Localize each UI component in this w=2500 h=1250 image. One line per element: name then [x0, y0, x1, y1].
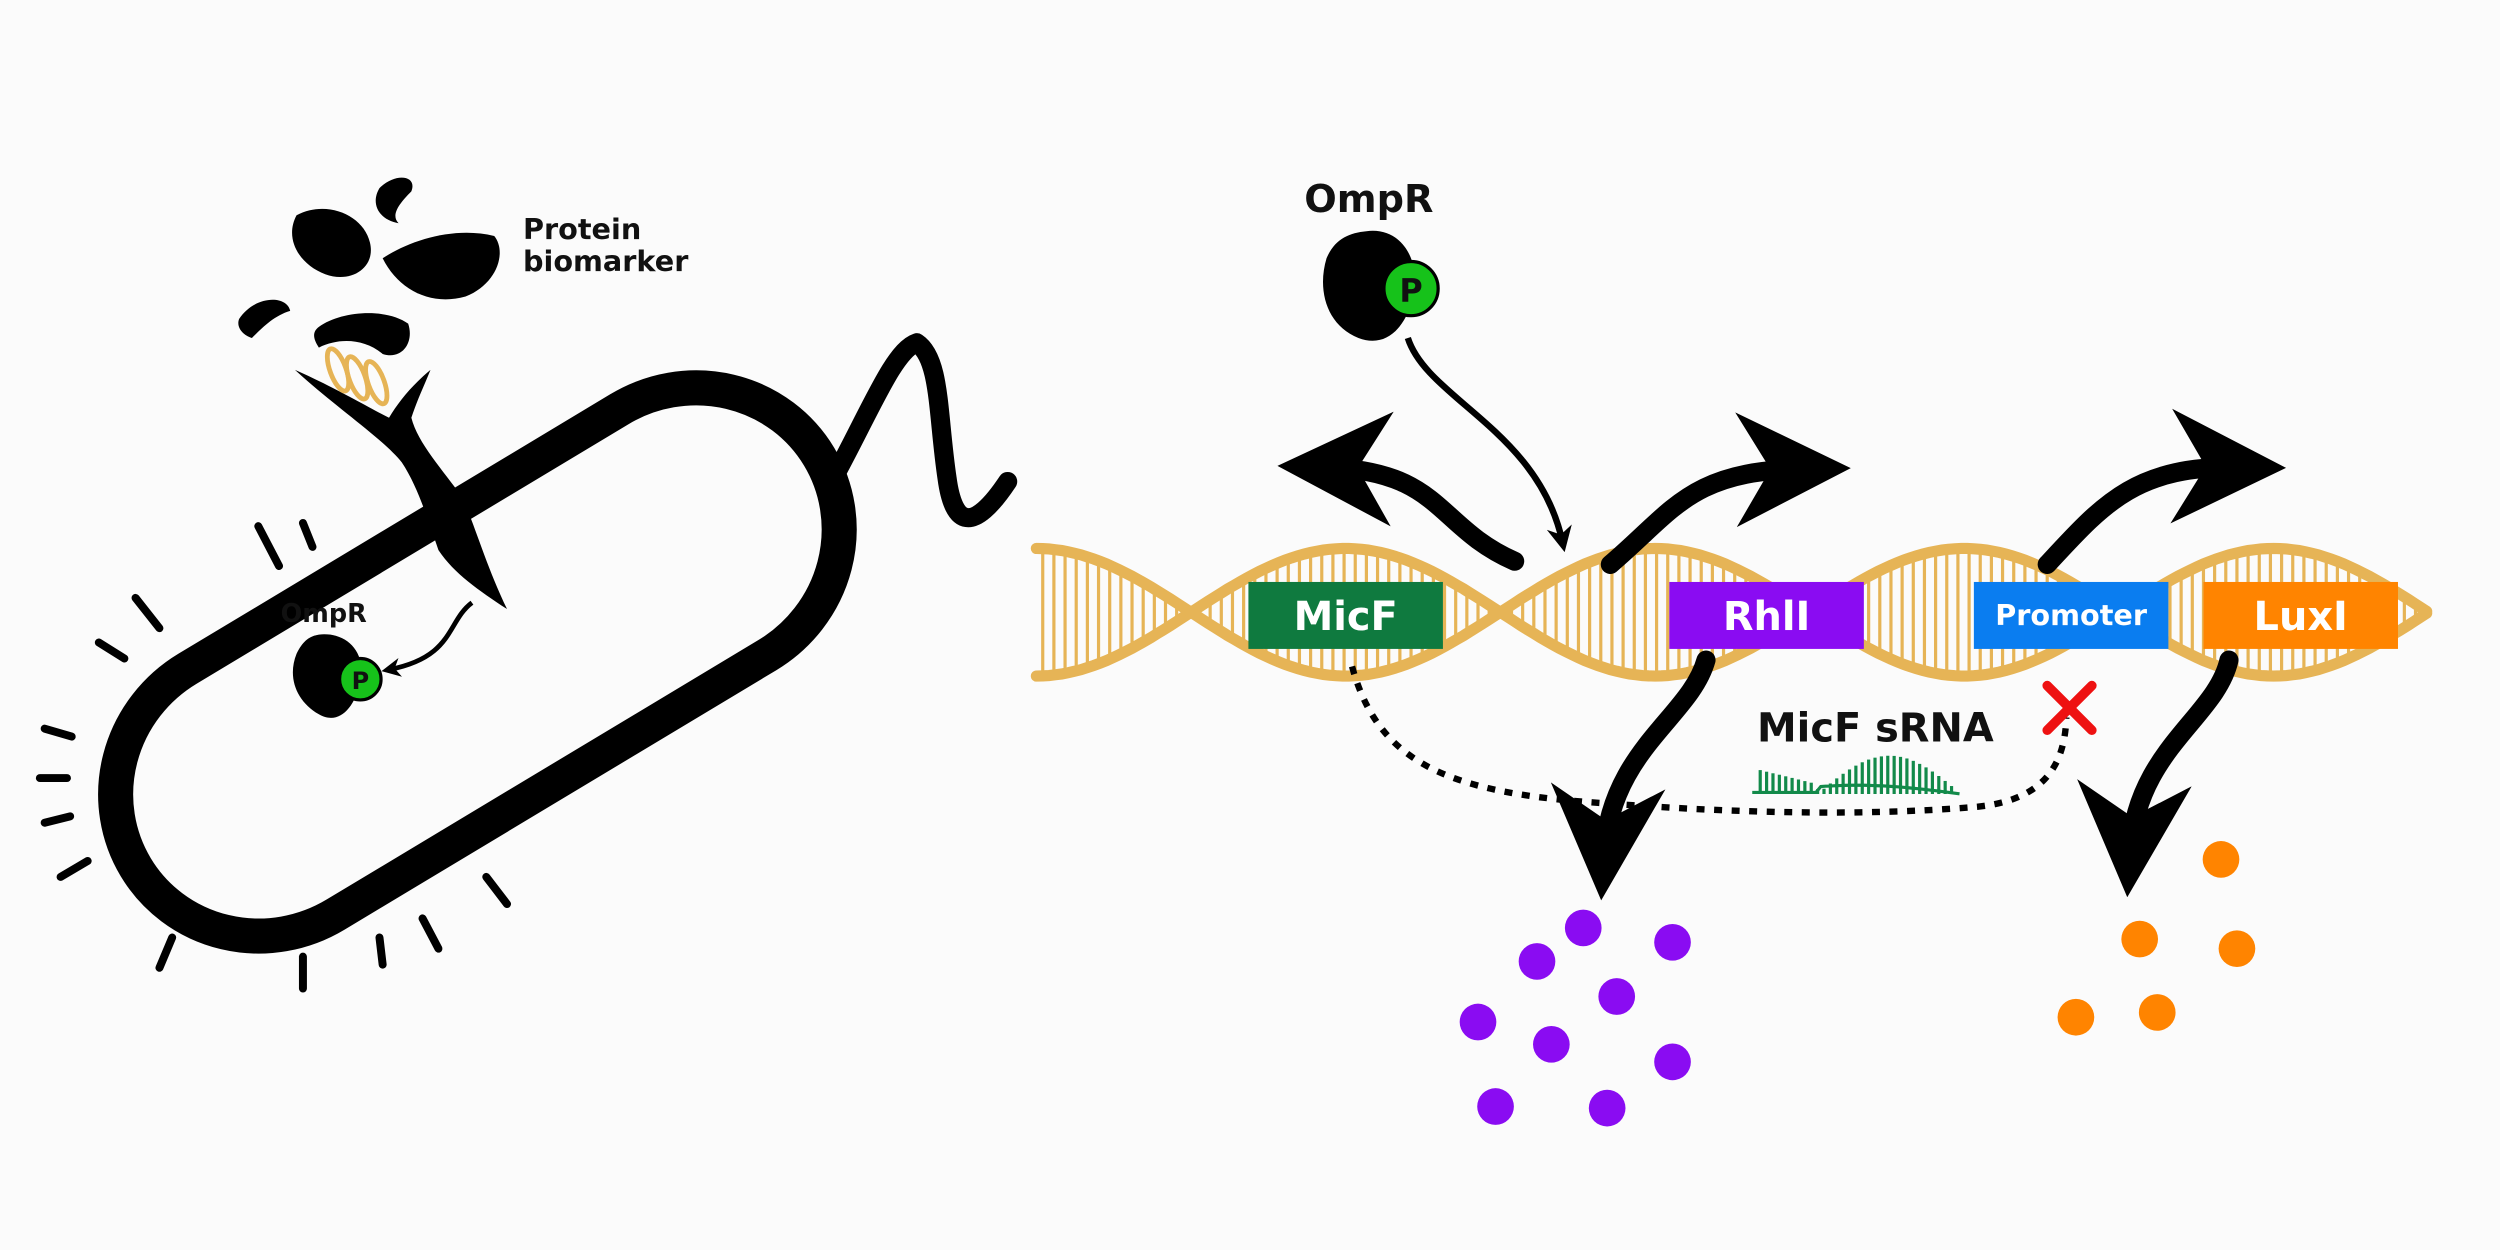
ompr-phosphate: [1382, 259, 1440, 318]
lux-product-molecule: [2138, 994, 2176, 1031]
lux-product-molecule: [2121, 920, 2159, 958]
micf-transcription-arrow: [1277, 411, 1525, 571]
gene-promoter: Promoter: [1973, 581, 2169, 649]
gene-rhli-label: RhlI: [1723, 594, 1811, 640]
internal-phosphate: [338, 656, 383, 702]
protein-biomarker: [238, 177, 500, 356]
dna-helix: [1030, 542, 2433, 682]
gene-micf-box: [1248, 581, 1443, 649]
gene-micf-label: MicF: [1294, 594, 1398, 640]
srna-label: MicF sRNA: [1757, 705, 1994, 751]
gene-micf: MicF: [1248, 581, 1443, 649]
luxi-expression-arrow: [2077, 650, 2239, 898]
internal-phosphate-label: P: [352, 667, 370, 695]
bacterium-cell: [98, 370, 857, 954]
pili: [35, 518, 512, 993]
protein-biomarker-label-line2: biomarker: [523, 244, 689, 278]
lux-product-molecules: [2057, 841, 2256, 1036]
rhli-transcription-arrow: [1600, 412, 1851, 574]
ompr-binding-arrow: [1404, 336, 1572, 553]
luxi-transcription-arrow: [2037, 408, 2287, 574]
rhl-product-molecule: [1588, 1089, 1626, 1127]
transcription-arrows: [1277, 408, 2287, 901]
biomarker-binding-site: [324, 346, 390, 407]
rhl-product-molecule: [1654, 923, 1691, 961]
gene-luxi-label: LuxI: [2254, 594, 2348, 640]
signal-arrow: [381, 600, 474, 677]
rhl-product-molecule: [1477, 1088, 1514, 1125]
ompr-protein: [1323, 230, 1416, 341]
micf-srna-glyph: [1752, 755, 1960, 796]
ompr-label: OmpR: [1304, 177, 1433, 222]
gene-luxi: LuxI: [2203, 581, 2398, 649]
protein-biomarker-label-line1: Protein: [523, 212, 641, 246]
gene-rhli-box: [1669, 581, 1864, 649]
ompr-phosphate-label: P: [1399, 271, 1422, 309]
rhl-product-molecules: [1459, 909, 1691, 1127]
membrane-receptor: [294, 369, 508, 610]
gene-promoter-box: [1973, 581, 2169, 649]
genetic-circuit: MicF RhlI Promoter LuxI OmpR P: [1030, 177, 2433, 1127]
gene-rhli: RhlI: [1669, 581, 1864, 649]
internal-ompr-label: OmpR: [281, 599, 368, 629]
rhl-product-molecule: [1533, 1025, 1570, 1063]
rhl-product-molecule: [1564, 909, 1602, 947]
rhl-product-molecule: [1598, 978, 1636, 1015]
flagellum: [819, 333, 1018, 528]
lux-product-molecule: [2218, 930, 2256, 968]
rhl-product-molecule: [1654, 1043, 1691, 1081]
rhl-product-molecule: [1459, 1003, 1497, 1041]
rhl-product-molecule: [1518, 943, 1556, 980]
repression-x-icon: [2042, 680, 2097, 736]
micf-srna-repression-path: [1348, 665, 2070, 816]
rhli-expression-arrow: [1550, 650, 1716, 901]
bacterium: Protein biomarker OmpR P: [35, 177, 1018, 993]
gene-luxi-box: [2203, 581, 2398, 649]
gene-promoter-label: Promoter: [1995, 598, 2148, 632]
lux-product-molecule: [2057, 998, 2095, 1036]
internal-ompr-protein: [292, 634, 362, 718]
lux-product-molecule: [2202, 841, 2240, 878]
